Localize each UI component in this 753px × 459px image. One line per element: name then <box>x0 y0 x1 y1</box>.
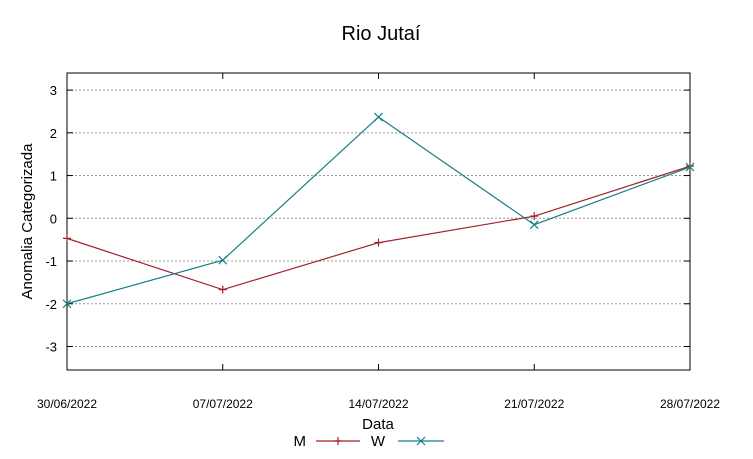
y-tick-label: 2 <box>50 126 57 141</box>
series-point <box>530 212 539 221</box>
series-layer <box>62 112 695 309</box>
series-point <box>686 162 694 171</box>
series-point <box>62 299 72 309</box>
series-point <box>218 255 228 265</box>
chart-title: Rio Jutaí <box>342 23 421 45</box>
y-axis-label: Anomalia Categorizada <box>19 143 36 300</box>
legend-label: W <box>371 433 386 450</box>
series-point <box>63 234 71 243</box>
series-point <box>334 437 342 445</box>
y-tick-label: 1 <box>50 169 57 184</box>
x-tick-label: 07/07/2022 <box>193 397 253 411</box>
y-tick-label: 3 <box>50 83 57 98</box>
grid-lines <box>67 89 690 347</box>
series-w <box>62 112 695 309</box>
x-tick-label: 14/07/2022 <box>348 397 408 411</box>
series-line <box>66 116 691 305</box>
series-m <box>63 162 694 294</box>
legend-entry-w: W <box>371 433 444 450</box>
series-point <box>685 162 695 172</box>
x-axis-label: Data <box>362 416 394 433</box>
x-axis-ticks: 30/06/2022 07/07/2022 14/07/2022 21/07/2022… <box>37 73 720 411</box>
series-line <box>66 165 691 291</box>
series-point <box>218 285 227 294</box>
x-tick-label: 28/07/2022 <box>660 397 720 411</box>
x-tick-label: 30/06/2022 <box>37 397 97 411</box>
y-tick-label: 0 <box>50 211 57 226</box>
series-point <box>529 220 539 230</box>
y-tick-label: -1 <box>45 254 57 269</box>
legend-entry-m: M <box>294 433 360 450</box>
series-point <box>374 238 383 247</box>
series-point <box>374 112 383 122</box>
y-tick-label: -3 <box>45 339 57 354</box>
y-tick-label: -2 <box>45 297 57 312</box>
series-point <box>416 436 426 446</box>
x-tick-label: 21/07/2022 <box>504 397 564 411</box>
y-axis-ticks: 3 2 1 0 -1 -2 -3 <box>45 83 690 354</box>
legend-label: M <box>294 433 307 450</box>
